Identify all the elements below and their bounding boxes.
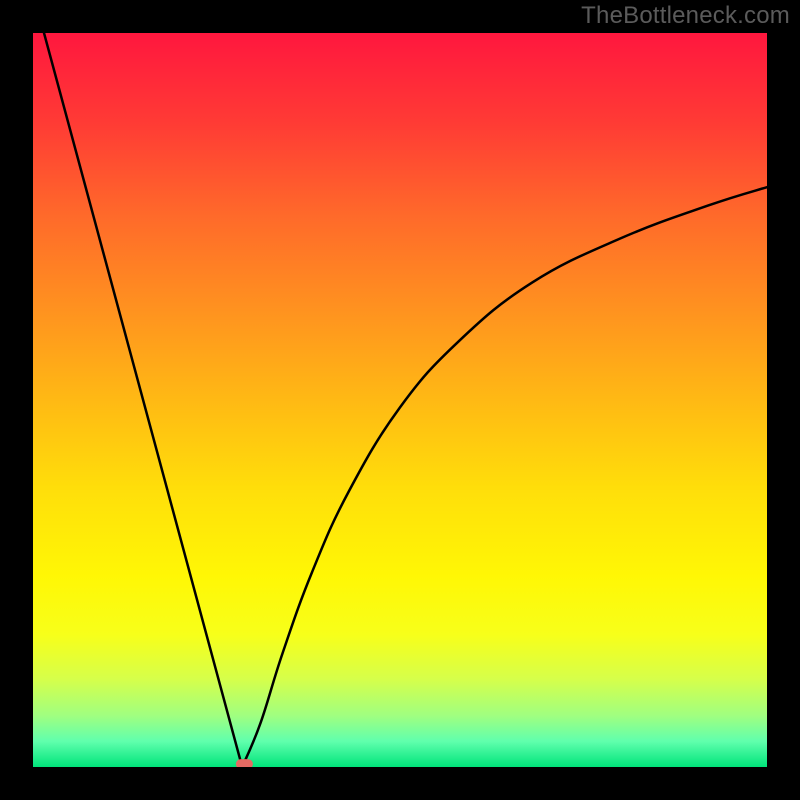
chart-stage: TheBottleneck.com bbox=[0, 0, 800, 800]
bottleneck-chart bbox=[0, 0, 800, 800]
watermark-text: TheBottleneck.com bbox=[581, 2, 790, 30]
